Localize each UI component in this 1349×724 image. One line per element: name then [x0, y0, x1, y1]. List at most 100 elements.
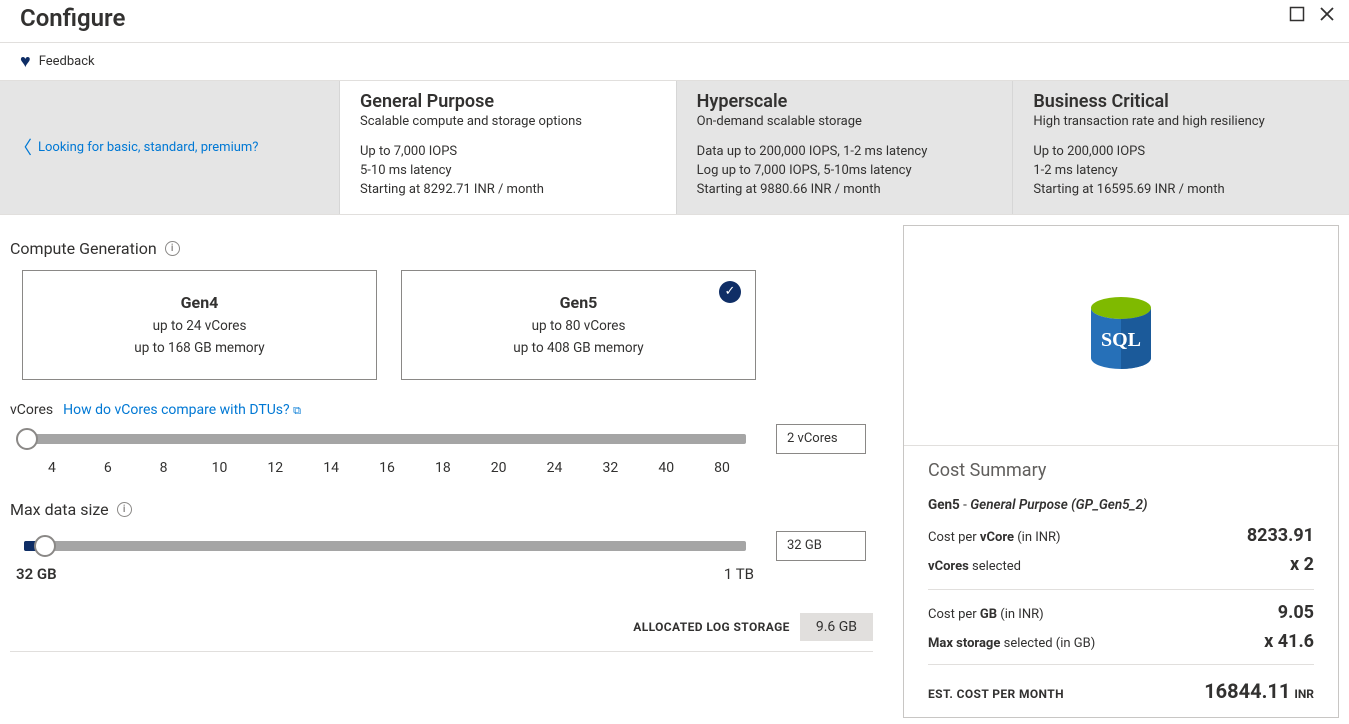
cost-config-dash: -	[960, 497, 970, 513]
close-button[interactable]	[1317, 4, 1337, 24]
tier-spec: 5-10 ms latency	[360, 162, 656, 181]
legacy-tiers-link[interactable]: 〈 Looking for basic, standard, premium?	[0, 81, 340, 214]
vcores-label-row: vCores How do vCores compare with DTUs? …	[10, 402, 873, 418]
divider	[10, 651, 873, 652]
vcores-label: vCores	[10, 402, 53, 418]
cost-logo-area: SQL	[904, 226, 1338, 446]
tick: 24	[527, 460, 583, 476]
datasize-value: 32 GB	[787, 538, 822, 553]
title-bar: Configure	[0, 0, 1349, 43]
configure-window: Configure ♥ Feedback 〈 Looking for basic…	[0, 0, 1349, 724]
feedback-label: Feedback	[39, 54, 95, 69]
info-icon[interactable]: i	[165, 241, 180, 256]
datasize-value-box[interactable]: 32 GB	[776, 531, 866, 561]
tick: 6	[80, 460, 136, 476]
datasize-max: 1 TB	[724, 565, 754, 583]
cost-summary-panel: SQL Cost Summary Gen5 - General Purpose …	[903, 225, 1339, 718]
cost-row-per-gb: Cost per GB (in INR) 9.05	[928, 598, 1314, 627]
tier-spec: Starting at 9880.66 INR / month	[697, 181, 993, 200]
allocated-log-value: 9.6 GB	[800, 613, 873, 641]
cost-value: 9.05	[1278, 602, 1314, 623]
tick: 40	[638, 460, 694, 476]
svg-text:SQL: SQL	[1101, 329, 1141, 351]
cost-value: 8233.91	[1247, 525, 1314, 546]
tier-general-purpose[interactable]: General Purpose Scalable compute and sto…	[340, 81, 677, 214]
tick: 80	[694, 460, 750, 476]
tick: 12	[247, 460, 303, 476]
feedback-link[interactable]: ♥ Feedback	[20, 51, 95, 72]
cost-body: Cost Summary Gen5 - General Purpose (GP_…	[904, 446, 1338, 717]
gen-memory: up to 168 GB memory	[134, 340, 264, 356]
tier-title: Business Critical	[1033, 91, 1329, 112]
slider-thumb[interactable]	[16, 428, 38, 450]
tier-spec: Starting at 16595.69 INR / month	[1033, 181, 1329, 200]
tier-spec: 1-2 ms latency	[1033, 162, 1329, 181]
tier-hyperscale[interactable]: Hyperscale On-demand scalable storage Da…	[677, 81, 1014, 214]
datasize-label: Max data size	[10, 500, 109, 519]
cost-config-line: Gen5 - General Purpose (GP_Gen5_2)	[928, 497, 1314, 513]
datasize-bounds: 32 GB 1 TB	[10, 565, 754, 583]
cost-row-per-vcore: Cost per vCore (in INR) 8233.91	[928, 521, 1314, 550]
toolbar: ♥ Feedback	[0, 43, 1349, 80]
slider-thumb[interactable]	[34, 535, 56, 557]
page-title: Configure	[20, 4, 1277, 32]
tier-subtitle: On-demand scalable storage	[697, 114, 993, 129]
tick: 10	[192, 460, 248, 476]
cost-label: Cost per GB (in INR)	[928, 607, 1044, 622]
slider-track	[24, 541, 746, 551]
tier-row: 〈 Looking for basic, standard, premium? …	[0, 80, 1349, 215]
external-link-icon: ⧉	[293, 404, 301, 417]
generation-cards: Gen4 up to 24 vCores up to 168 GB memory…	[10, 270, 873, 380]
vcores-value: 2 vCores	[787, 431, 838, 446]
cost-row-storage-selected: Max storage selected (in GB) x 41.6	[928, 627, 1314, 656]
cost-row-vcores-selected: vCores selected x 2	[928, 550, 1314, 579]
datasize-min: 32 GB	[16, 565, 57, 583]
config-column: Compute Generation i Gen4 up to 24 vCore…	[0, 215, 903, 718]
cost-label: Max storage selected (in GB)	[928, 636, 1095, 651]
vcores-slider[interactable]	[16, 428, 746, 450]
tier-title: General Purpose	[360, 91, 656, 112]
cost-label: vCores selected	[928, 559, 1021, 574]
gen-memory: up to 408 GB memory	[513, 340, 643, 356]
tick: 14	[303, 460, 359, 476]
tick: 32	[582, 460, 638, 476]
vcores-help-link[interactable]: How do vCores compare with DTUs? ⧉	[63, 402, 301, 418]
gen-name: Gen5	[560, 293, 598, 312]
vcores-help-text: How do vCores compare with DTUs?	[63, 402, 289, 418]
gen-name: Gen4	[181, 293, 219, 312]
heart-icon: ♥	[20, 51, 31, 72]
cost-value: x 41.6	[1264, 631, 1314, 652]
tick: 8	[136, 460, 192, 476]
tier-subtitle: Scalable compute and storage options	[360, 114, 656, 129]
maximize-button[interactable]	[1287, 4, 1307, 24]
tier-spec: Data up to 200,000 IOPS, 1-2 ms latency	[697, 143, 993, 162]
datasize-label-row: Max data size i	[10, 500, 873, 519]
sql-icon: SQL	[1086, 296, 1156, 374]
allocated-log-label: ALLOCATED LOG STORAGE	[633, 620, 800, 634]
legacy-tiers-label: Looking for basic, standard, premium?	[38, 140, 258, 155]
tier-spec: Up to 200,000 IOPS	[1033, 143, 1329, 162]
cost-summary-title: Cost Summary	[928, 460, 1314, 481]
tick: 18	[415, 460, 471, 476]
datasize-slider-row: 32 GB	[10, 531, 873, 561]
cost-config-desc: General Purpose (GP_Gen5_2)	[970, 497, 1147, 513]
section-text: Compute Generation	[10, 239, 157, 258]
tick: 4	[24, 460, 80, 476]
cost-estimate-value-wrap: 16844.11INR	[1204, 679, 1314, 703]
cost-estimate-value: 16844.11	[1204, 679, 1290, 703]
datasize-slider[interactable]	[16, 535, 746, 557]
allocated-log-row: ALLOCATED LOG STORAGE 9.6 GB	[10, 613, 873, 641]
tier-spec: Log up to 7,000 IOPS, 5-10ms latency	[697, 162, 993, 181]
vcores-slider-row: 2 vCores	[10, 424, 873, 454]
cost-config-gen: Gen5	[928, 497, 960, 513]
divider	[928, 589, 1314, 590]
tick: 20	[471, 460, 527, 476]
info-icon[interactable]: i	[117, 502, 132, 517]
vcores-value-box[interactable]: 2 vCores	[776, 424, 866, 454]
tier-business-critical[interactable]: Business Critical High transaction rate …	[1013, 81, 1349, 214]
tier-subtitle: High transaction rate and high resilienc…	[1033, 114, 1329, 129]
slider-track	[24, 434, 746, 444]
gen5-card[interactable]: ✓ Gen5 up to 80 vCores up to 408 GB memo…	[401, 270, 756, 380]
gen4-card[interactable]: Gen4 up to 24 vCores up to 168 GB memory	[22, 270, 377, 380]
chevron-left-icon: 〈	[14, 134, 32, 160]
